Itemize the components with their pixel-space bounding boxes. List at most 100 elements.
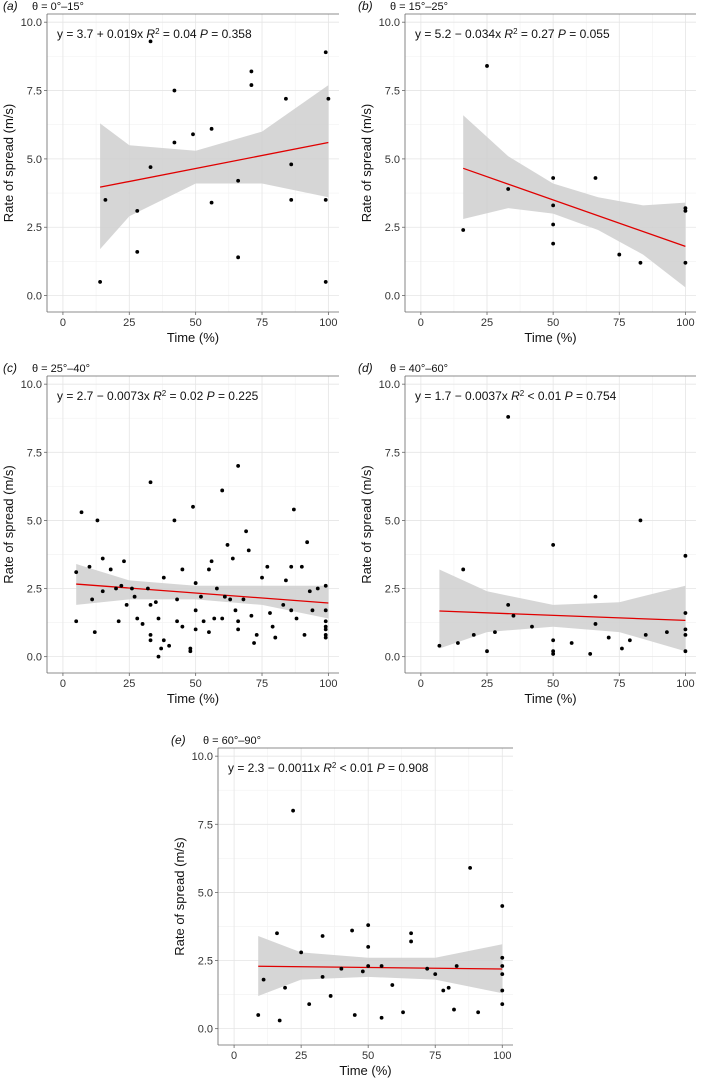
x-tick-label: 50: [190, 678, 202, 690]
data-point: [87, 564, 92, 569]
data-point: [569, 641, 574, 645]
data-point: [452, 1007, 456, 1012]
x-tick-label: 25: [295, 1050, 307, 1062]
y-tick-label: 0.0: [385, 652, 400, 664]
data-point: [379, 964, 384, 968]
data-point: [390, 983, 395, 987]
data-point: [108, 567, 113, 572]
data-point: [140, 622, 145, 626]
confidence-band: [100, 85, 329, 250]
x-tick-label: 25: [123, 317, 135, 329]
x-tick-label: 75: [613, 317, 625, 329]
data-point: [256, 1013, 261, 1017]
data-point: [130, 586, 134, 591]
data-point: [461, 567, 466, 572]
x-tick-label: 100: [319, 317, 337, 329]
data-point: [454, 964, 459, 968]
x-tick-label: 75: [256, 678, 268, 690]
regression-line: [76, 583, 329, 604]
x-axis-title: Time (%): [339, 1063, 391, 1078]
confidence-band: [463, 115, 686, 288]
data-point: [270, 624, 275, 629]
data-point: [156, 654, 161, 659]
y-tick-label: 10.0: [21, 379, 42, 391]
y-axis-title: Rate of spread (m/s): [1, 104, 16, 223]
data-point: [320, 974, 325, 979]
data-point: [366, 923, 371, 928]
data-point: [437, 643, 442, 648]
data-point: [289, 162, 294, 167]
regression-equation: y = 2.7 − 0.0073x R2 = 0.02 P = 0.225: [57, 389, 259, 404]
data-point: [100, 556, 105, 561]
data-point: [273, 635, 278, 640]
regression-equation: y = 1.7 − 0.0037x R2 < 0.01 P = 0.754: [415, 389, 617, 404]
data-point: [500, 1002, 505, 1007]
regression-line: [439, 610, 686, 622]
data-point: [551, 203, 556, 208]
x-axis-title: Time (%): [524, 691, 576, 706]
data-point: [95, 518, 100, 523]
data-point: [485, 649, 489, 654]
data-point: [323, 608, 328, 613]
data-point: [145, 586, 150, 591]
data-point: [261, 977, 266, 982]
data-point: [167, 643, 172, 648]
data-point: [135, 208, 140, 213]
data-point: [500, 904, 505, 908]
data-point: [103, 198, 108, 202]
data-point: [627, 638, 632, 643]
data-point: [433, 972, 438, 977]
data-point: [620, 646, 624, 651]
data-point: [246, 548, 251, 553]
data-point: [289, 608, 294, 613]
data-point: [284, 96, 288, 101]
data-point: [468, 865, 472, 870]
data-point: [284, 578, 288, 583]
data-point: [485, 64, 489, 68]
data-point: [683, 260, 688, 265]
x-tick-label: 75: [256, 317, 268, 329]
data-point: [326, 96, 331, 101]
data-point: [193, 627, 198, 632]
y-tick-label: 10.0: [192, 751, 213, 763]
data-point: [114, 586, 118, 591]
data-point: [291, 808, 295, 813]
data-point: [132, 594, 137, 599]
panel-label: (e): [171, 733, 186, 747]
panel-subtitle: θ = 40°–60°: [390, 363, 448, 375]
data-point: [90, 597, 95, 602]
data-point: [244, 529, 248, 534]
data-point: [323, 198, 328, 202]
y-tick-label: 0.0: [27, 652, 42, 664]
data-point: [551, 222, 556, 227]
data-point: [175, 597, 179, 602]
y-tick-label: 2.5: [385, 584, 400, 596]
x-tick-label: 0: [60, 678, 66, 690]
data-point: [643, 632, 648, 637]
data-point: [252, 641, 256, 645]
data-point: [299, 950, 304, 955]
data-point: [551, 652, 556, 656]
data-point: [209, 200, 214, 205]
x-tick-label: 0: [418, 678, 424, 690]
x-axis-title: Time (%): [167, 330, 219, 345]
data-point: [249, 69, 254, 74]
y-axis-title: Rate of spread (m/s): [1, 465, 16, 584]
x-tick-label: 25: [123, 678, 135, 690]
data-point: [161, 575, 166, 580]
y-tick-label: 5.0: [385, 515, 400, 527]
data-point: [283, 985, 287, 990]
data-point: [289, 198, 294, 202]
data-point: [193, 581, 198, 585]
data-point: [249, 83, 254, 87]
data-point: [665, 630, 669, 635]
data-point: [323, 50, 328, 55]
y-tick-label: 7.5: [27, 447, 42, 459]
data-point: [323, 619, 328, 624]
y-axis-title: Rate of spread (m/s): [359, 104, 374, 223]
confidence-band: [76, 564, 329, 619]
panel-label: (d): [358, 361, 373, 375]
data-point: [230, 556, 235, 561]
data-point: [209, 559, 214, 564]
data-point: [294, 616, 299, 621]
